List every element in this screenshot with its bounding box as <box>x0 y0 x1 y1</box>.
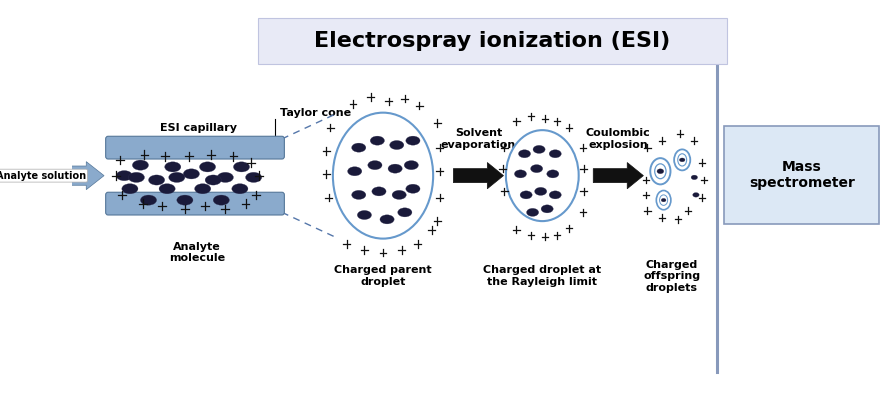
Ellipse shape <box>132 160 149 170</box>
Ellipse shape <box>352 190 366 199</box>
Ellipse shape <box>213 195 229 205</box>
Ellipse shape <box>661 198 666 202</box>
Ellipse shape <box>549 150 561 158</box>
Ellipse shape <box>656 190 670 210</box>
Ellipse shape <box>367 161 382 170</box>
Ellipse shape <box>116 171 132 181</box>
Ellipse shape <box>674 149 691 170</box>
FancyArrow shape <box>43 162 104 190</box>
Text: Solvent
evaporation: Solvent evaporation <box>440 128 516 150</box>
Ellipse shape <box>547 170 559 178</box>
Ellipse shape <box>122 184 138 194</box>
Ellipse shape <box>660 195 668 205</box>
Ellipse shape <box>692 193 700 197</box>
Text: Charged parent
droplet: Charged parent droplet <box>334 265 432 287</box>
Ellipse shape <box>406 184 420 193</box>
Ellipse shape <box>520 191 532 199</box>
Ellipse shape <box>506 130 579 221</box>
Ellipse shape <box>372 187 386 196</box>
Ellipse shape <box>205 175 221 185</box>
Ellipse shape <box>404 161 418 170</box>
Ellipse shape <box>169 172 185 182</box>
Ellipse shape <box>233 162 249 172</box>
Ellipse shape <box>165 162 181 172</box>
Ellipse shape <box>655 164 666 179</box>
Text: Electrospray ionization (ESI): Electrospray ionization (ESI) <box>314 31 670 51</box>
Ellipse shape <box>691 175 698 180</box>
Ellipse shape <box>348 167 362 176</box>
Ellipse shape <box>530 165 543 173</box>
Ellipse shape <box>518 150 530 158</box>
Text: Coulombic
explosion: Coulombic explosion <box>586 128 651 150</box>
Ellipse shape <box>199 162 216 172</box>
Ellipse shape <box>246 172 262 182</box>
Ellipse shape <box>650 158 670 184</box>
Ellipse shape <box>149 175 165 185</box>
Ellipse shape <box>392 190 406 199</box>
Ellipse shape <box>406 136 420 145</box>
Ellipse shape <box>159 184 175 194</box>
Ellipse shape <box>140 195 157 205</box>
Ellipse shape <box>358 211 372 220</box>
Text: Analyte
molecule: Analyte molecule <box>169 242 226 263</box>
Ellipse shape <box>389 141 403 150</box>
Ellipse shape <box>533 145 545 153</box>
Text: Charged droplet at
the Rayleigh limit: Charged droplet at the Rayleigh limit <box>484 265 602 287</box>
FancyBboxPatch shape <box>106 136 285 159</box>
Ellipse shape <box>232 184 248 194</box>
Ellipse shape <box>515 170 527 178</box>
Ellipse shape <box>657 169 663 174</box>
FancyArrow shape <box>593 162 643 189</box>
Ellipse shape <box>527 208 538 216</box>
Text: ESI capillary: ESI capillary <box>160 122 237 133</box>
FancyBboxPatch shape <box>724 126 879 224</box>
Ellipse shape <box>388 164 403 173</box>
Ellipse shape <box>177 195 193 205</box>
Ellipse shape <box>535 187 547 196</box>
Ellipse shape <box>397 208 412 217</box>
Ellipse shape <box>333 113 433 239</box>
Ellipse shape <box>195 184 211 194</box>
FancyBboxPatch shape <box>257 18 727 64</box>
Ellipse shape <box>218 172 233 182</box>
Ellipse shape <box>183 169 199 179</box>
Ellipse shape <box>380 215 394 224</box>
FancyBboxPatch shape <box>106 192 285 215</box>
Text: Taylor cone: Taylor cone <box>280 108 352 118</box>
Ellipse shape <box>129 172 144 182</box>
Ellipse shape <box>549 191 561 199</box>
Ellipse shape <box>677 154 686 166</box>
Text: Charged
offspring
droplets: Charged offspring droplets <box>643 260 700 293</box>
Ellipse shape <box>370 136 384 145</box>
Ellipse shape <box>352 143 366 152</box>
FancyArrow shape <box>454 162 504 189</box>
Text: Analyte solution: Analyte solution <box>0 171 86 181</box>
Ellipse shape <box>541 205 553 213</box>
Ellipse shape <box>679 158 685 162</box>
Text: Mass
spectrometer: Mass spectrometer <box>749 160 855 190</box>
